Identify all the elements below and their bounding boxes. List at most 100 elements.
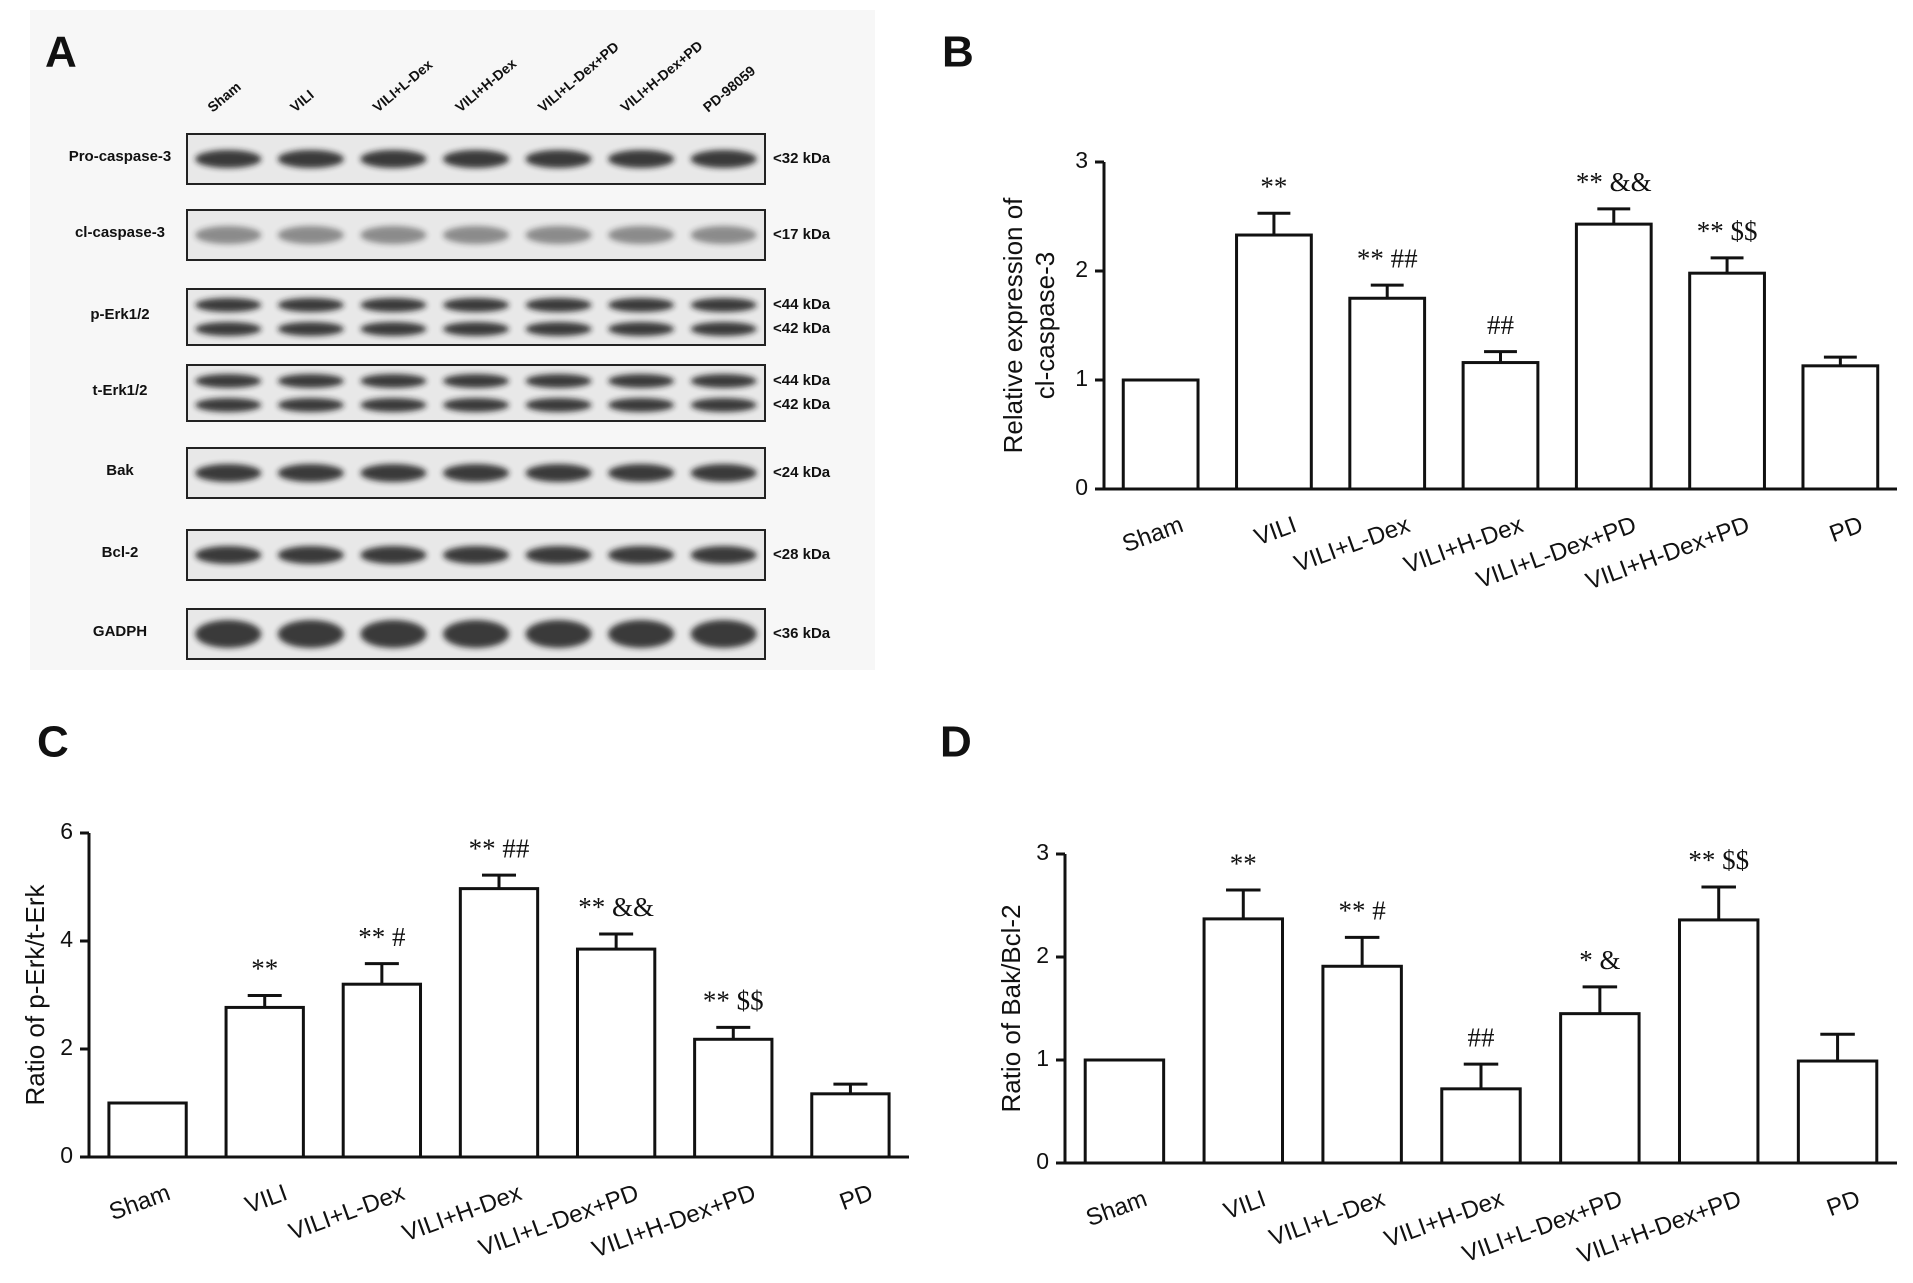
error-bar [247, 994, 282, 1008]
band [608, 322, 675, 336]
error-bar [1582, 985, 1618, 1014]
error-bar [1597, 207, 1631, 225]
band [360, 398, 427, 412]
bar [1796, 1059, 1879, 1165]
band [360, 226, 427, 244]
significance-label: ** $$ [1697, 216, 1758, 246]
significance-label: ## [1487, 310, 1515, 340]
band [525, 546, 592, 564]
band [442, 298, 510, 312]
y-axis-label: Ratio of p-Erk/t-Erk [20, 883, 50, 1105]
significance-label: * & [1579, 945, 1620, 975]
y-tick-label: 2 [1075, 256, 1088, 282]
x-tick-label: PD [1823, 1185, 1864, 1222]
error-bar [1344, 935, 1380, 967]
band [525, 226, 592, 244]
bar [575, 947, 657, 1159]
row-label: cl-caspase-3 [75, 224, 165, 241]
significance-label: ** [1230, 848, 1257, 878]
band [442, 322, 510, 336]
y-tick-label: 2 [1036, 942, 1049, 968]
band [525, 398, 592, 412]
bar [1801, 364, 1880, 491]
band [690, 464, 757, 482]
band [277, 226, 344, 244]
error-bar [364, 962, 399, 985]
panel-label: B [942, 28, 974, 77]
band [690, 398, 757, 412]
band [277, 546, 344, 564]
error-bar [481, 873, 517, 889]
significance-label: ** && [1576, 167, 1652, 197]
size-label: <44 kDa [773, 296, 831, 313]
bar [810, 1092, 891, 1159]
row-label: GADPH [93, 623, 147, 640]
y-tick-label: 0 [1036, 1148, 1049, 1174]
significance-label: ** ## [1357, 243, 1418, 273]
y-axis-label: Ratio of Bak/Bcl-2 [996, 904, 1026, 1112]
row-label: p-Erk1/2 [90, 306, 149, 323]
y-axis-label: cl-caspase-3 [1030, 252, 1060, 399]
band [195, 620, 262, 648]
band [277, 464, 344, 482]
bar [1559, 1012, 1641, 1165]
y-tick-label: 0 [60, 1142, 73, 1168]
bar [1688, 271, 1766, 491]
significance-label: ** $$ [703, 986, 764, 1016]
bar [1083, 1058, 1166, 1165]
significance-label: ** [1260, 171, 1287, 201]
band [608, 620, 675, 648]
band [690, 226, 757, 244]
band [442, 620, 510, 648]
band [277, 398, 344, 412]
band [525, 374, 592, 388]
size-label: <36 kDa [773, 625, 831, 642]
band [277, 150, 344, 168]
band [360, 322, 427, 336]
y-tick-label: 4 [60, 926, 73, 952]
bar [693, 1037, 774, 1159]
band [195, 150, 262, 168]
row-label: Bak [106, 462, 134, 479]
band [525, 150, 592, 168]
significance-label: ** # [358, 922, 406, 952]
error-bar [1484, 350, 1517, 363]
error-bar [1823, 355, 1857, 366]
x-tick-label: VILI+L-Dex [1266, 1185, 1389, 1252]
band [195, 226, 262, 244]
x-tick-label: Sham [106, 1179, 174, 1226]
size-label: <17 kDa [773, 226, 831, 243]
blot-strip [186, 288, 766, 346]
band [442, 374, 510, 388]
band [690, 620, 757, 648]
blot-strip [186, 364, 766, 422]
row-label: Bcl-2 [102, 544, 139, 561]
band [608, 374, 675, 388]
band [525, 464, 592, 482]
error-bar [1463, 1062, 1499, 1089]
size-label: <32 kDa [773, 150, 831, 167]
band [608, 298, 675, 312]
significance-label: ** && [578, 892, 654, 922]
band [277, 322, 344, 336]
band [442, 398, 510, 412]
band [360, 464, 427, 482]
band [608, 226, 675, 244]
error-bar [599, 932, 634, 950]
band [360, 620, 427, 648]
band [608, 398, 675, 412]
band [442, 464, 510, 482]
x-tick-label: VILI [1220, 1185, 1269, 1225]
y-axis-label: Relative expression of [998, 197, 1028, 454]
band [195, 322, 262, 336]
bar [1440, 1087, 1522, 1165]
y-tick-label: 3 [1075, 147, 1088, 173]
band [608, 150, 675, 168]
band [360, 150, 427, 168]
bar [1461, 361, 1540, 491]
x-tick-label: PD [836, 1179, 877, 1216]
error-bar [1370, 283, 1404, 299]
x-tick-label: PD [1826, 511, 1867, 548]
band [525, 620, 592, 648]
bar [107, 1101, 188, 1159]
